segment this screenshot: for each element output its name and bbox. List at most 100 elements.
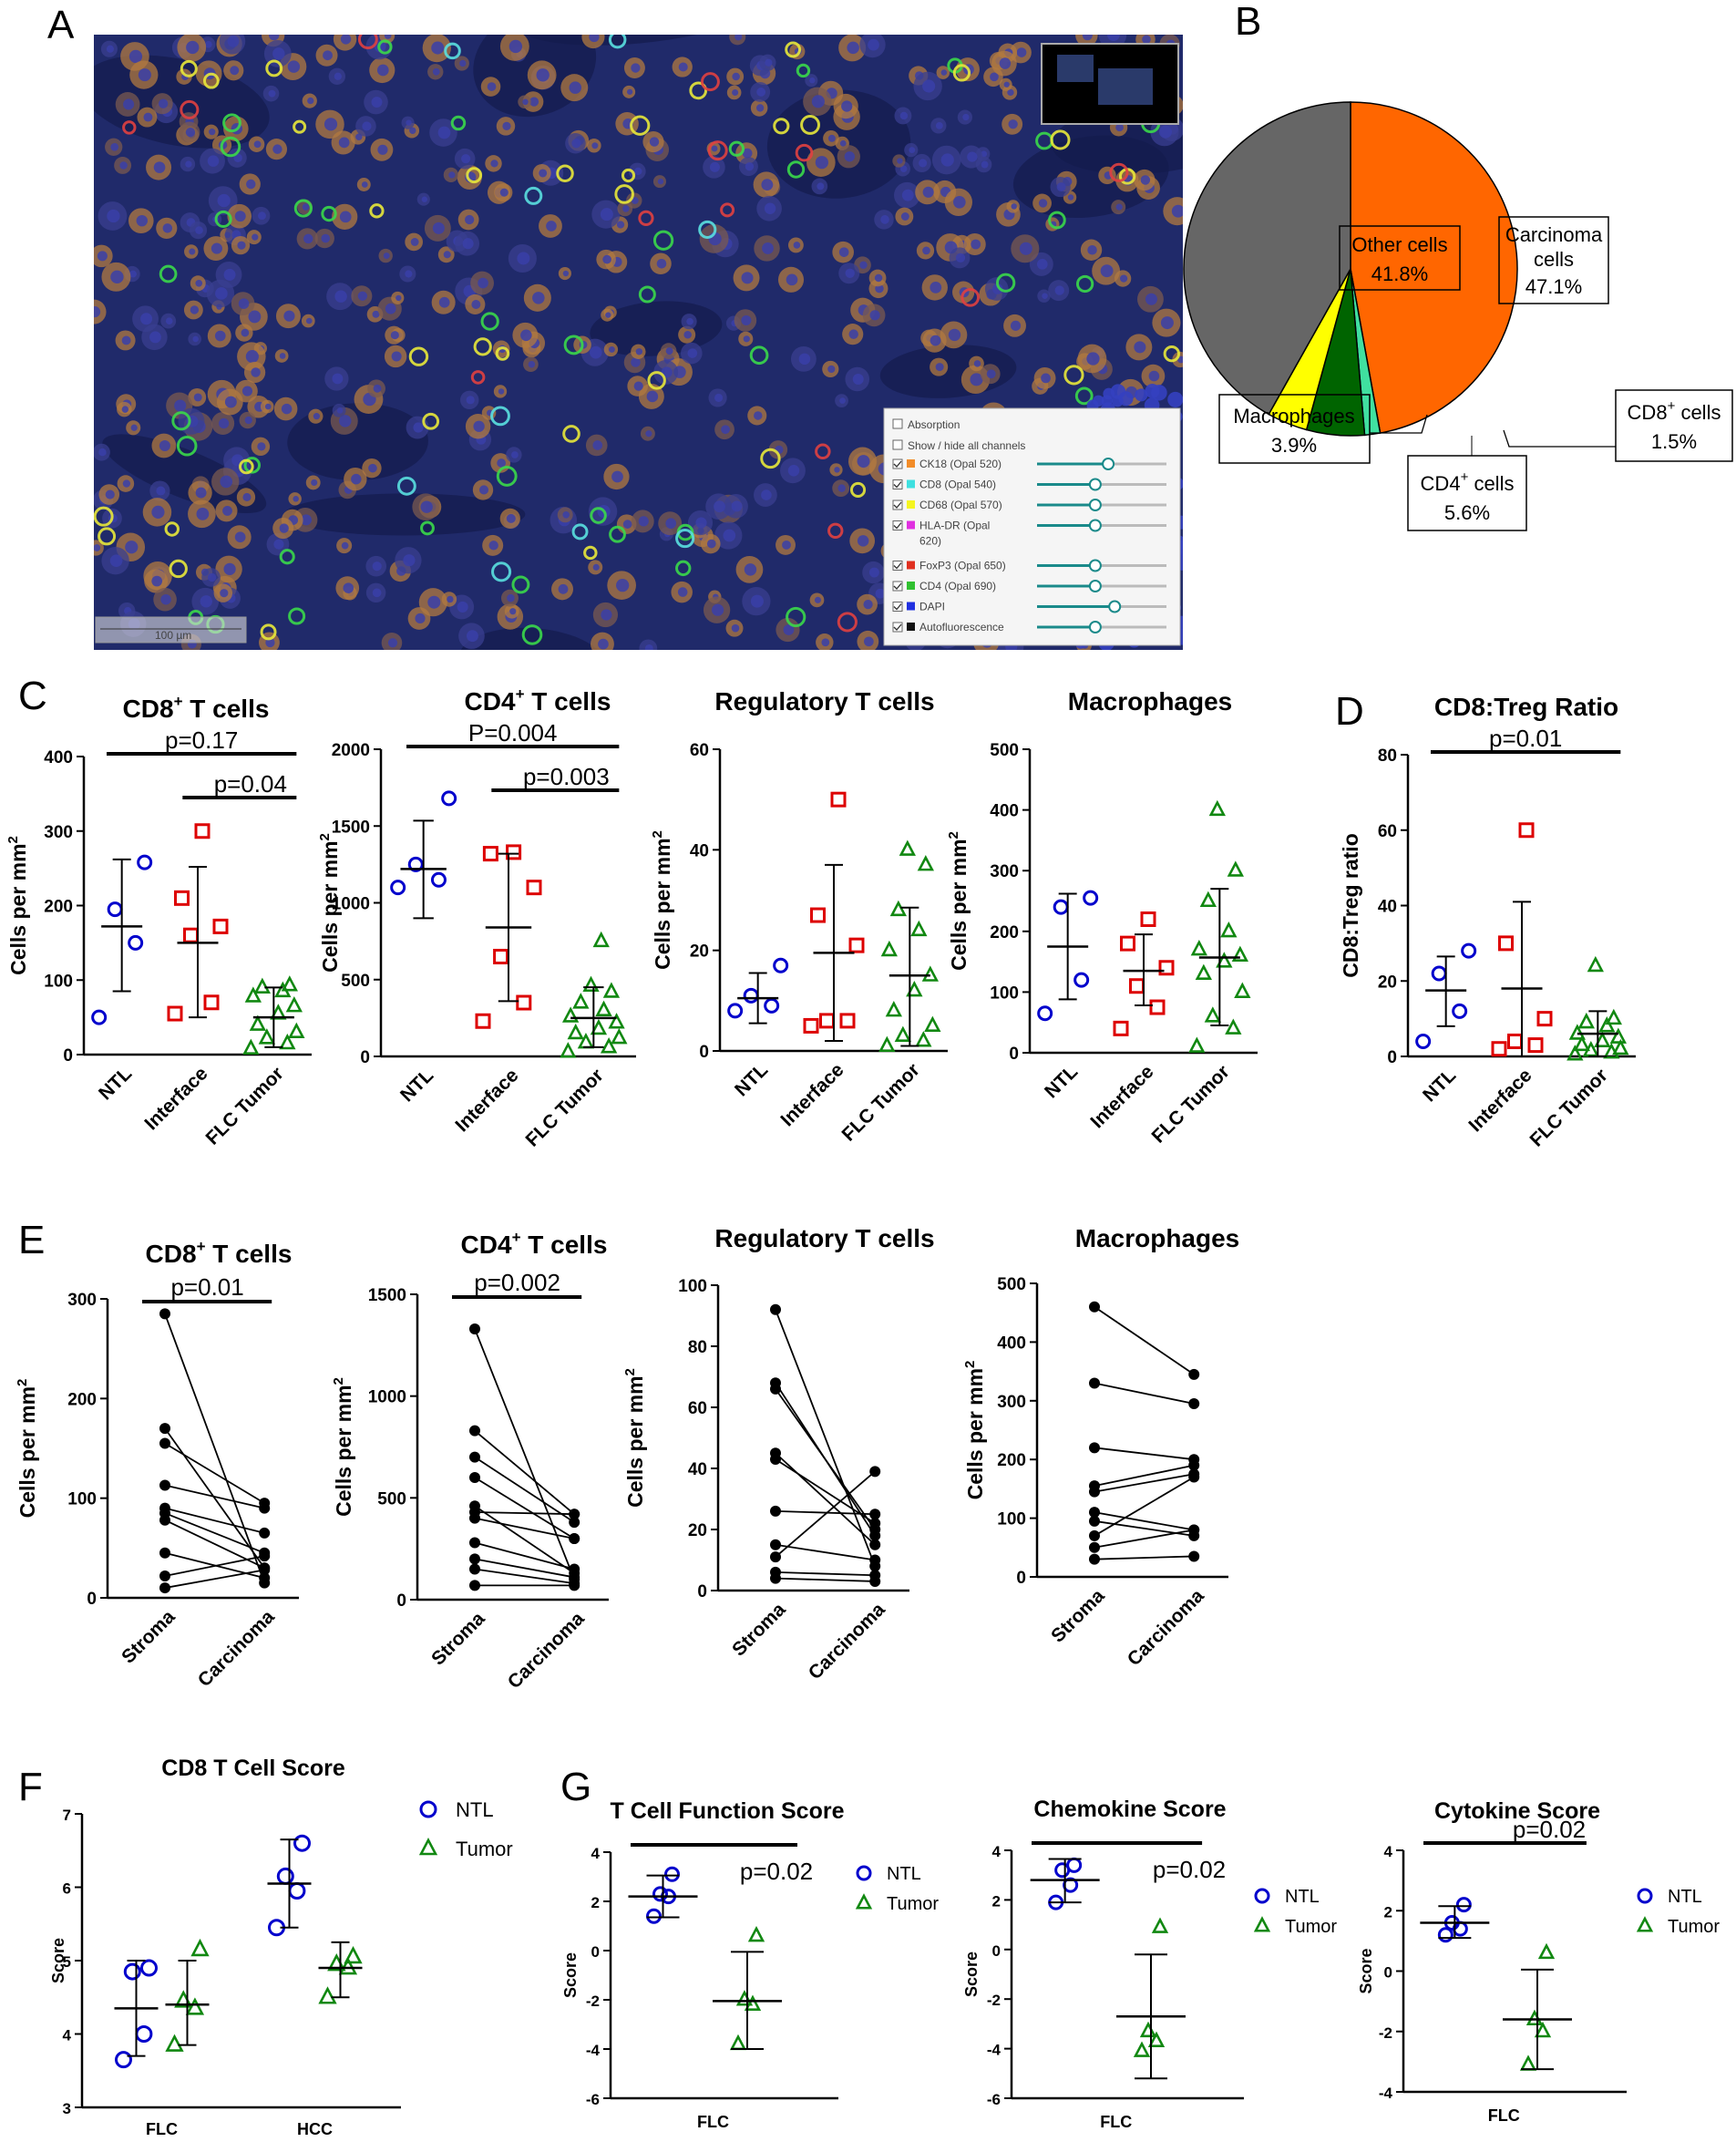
cell-nucleus <box>973 360 981 367</box>
cell-nucleus <box>863 599 873 610</box>
data-point <box>646 1908 662 1924</box>
data-point <box>810 907 826 923</box>
cell-nucleus <box>478 277 488 289</box>
y-axis-label-part: Cells per mm <box>963 1368 987 1499</box>
y-tick-label: 7 <box>63 1807 71 1824</box>
y-axis-label-part: Cells per mm <box>651 838 674 969</box>
channel-slider-handle[interactable] <box>1088 478 1102 491</box>
cell-nucleus <box>122 479 131 488</box>
channel-checkbox[interactable] <box>892 479 903 489</box>
stained-cell <box>122 120 137 135</box>
channel-slider-handle[interactable] <box>1088 559 1102 572</box>
cell-nucleus <box>508 39 523 54</box>
absorption-checkbox[interactable] <box>892 418 903 429</box>
cell-nucleus <box>368 463 377 473</box>
y-tick-label: 0 <box>1387 1048 1397 1067</box>
x-category-label: Stroma <box>1047 1585 1109 1647</box>
cell-nucleus <box>351 473 362 485</box>
scale-bar-box <box>95 616 247 644</box>
cell-nucleus <box>195 279 203 287</box>
channel-slider-handle[interactable] <box>1088 580 1102 592</box>
cell-nucleus <box>734 35 743 41</box>
cell-nucleus <box>165 317 173 324</box>
cell-nucleus <box>754 411 763 420</box>
cell-nucleus <box>731 500 743 512</box>
cell-nucleus <box>1135 388 1148 402</box>
data-point <box>1129 978 1145 994</box>
show-hide-checkbox[interactable] <box>892 439 903 450</box>
stained-cell <box>720 202 735 218</box>
y-axis-label: Cells per mm2 <box>962 1361 987 1500</box>
stained-cell <box>815 443 831 460</box>
p-value-label: P=0.004 <box>468 719 558 747</box>
cell-nucleus <box>687 348 698 358</box>
data-point <box>91 1009 108 1025</box>
panel-label-f: F <box>18 1765 43 1809</box>
cell-nucleus <box>119 161 128 170</box>
legend-label: NTL <box>1668 1887 1702 1907</box>
p-value-label: p=0.04 <box>214 770 287 798</box>
data-point <box>1452 1003 1468 1019</box>
cell-nucleus <box>462 238 474 250</box>
paired-chart-E2: CD4+ T cells Cells per mm2 0 500 1000 1500 Str… <box>331 1229 609 1693</box>
data-point <box>1149 999 1166 1015</box>
y-tick-label: 200 <box>44 898 73 917</box>
cell-nucleus <box>207 155 220 167</box>
cell-nucleus <box>868 567 879 578</box>
channel-slider-handle[interactable] <box>1108 600 1122 613</box>
data-point <box>869 1539 881 1550</box>
channel-checkbox[interactable] <box>892 581 903 592</box>
cell-nucleus <box>1148 370 1160 382</box>
chart-title-part: Macrophages <box>1068 687 1233 716</box>
data-point <box>1507 1033 1523 1049</box>
y-axis-label: Score <box>49 1938 67 1983</box>
cell-nucleus <box>897 158 903 164</box>
channel-checkbox[interactable] <box>892 561 903 571</box>
cell-nucleus <box>631 357 641 367</box>
channel-slider-handle[interactable] <box>1102 458 1115 470</box>
cell-nucleus <box>509 608 517 615</box>
x-category-label: Interface <box>1086 1061 1157 1132</box>
channel-color-swatch <box>907 582 915 590</box>
cell-nucleus <box>209 129 216 136</box>
cell-nucleus <box>246 179 256 190</box>
data-point <box>1527 1037 1544 1054</box>
stained-cell <box>466 167 483 184</box>
data-point <box>526 880 542 896</box>
cell-nucleus <box>502 121 511 130</box>
channel-slider-handle[interactable] <box>1088 621 1102 633</box>
chart-title: T Cell Function Score <box>611 1798 845 1824</box>
cell-nucleus <box>252 233 259 241</box>
channel-slider-handle[interactable] <box>1088 519 1102 532</box>
channel-checkbox[interactable] <box>892 458 903 469</box>
channel-checkbox[interactable] <box>892 602 903 612</box>
data-point <box>878 1035 896 1053</box>
legend-marker <box>1636 1916 1654 1932</box>
data-point <box>516 994 532 1011</box>
cell-nucleus <box>591 142 599 149</box>
channel-slider-handle[interactable] <box>1088 499 1102 511</box>
channel-checkbox[interactable] <box>892 622 903 633</box>
channel-checkbox[interactable] <box>892 499 903 510</box>
stained-cell <box>608 35 627 49</box>
channel-checkbox[interactable] <box>892 520 903 530</box>
cell-nucleus <box>569 81 582 94</box>
cell-nucleus <box>761 489 772 500</box>
cell-nucleus <box>1158 125 1172 139</box>
cell-nucleus <box>852 374 864 385</box>
chart-title: Regulatory T cells <box>714 1224 934 1252</box>
pie-slice <box>1350 101 1518 434</box>
stained-cell <box>837 612 858 633</box>
data-point <box>869 1466 881 1478</box>
data-point <box>344 1945 363 1964</box>
cell-nucleus <box>334 72 342 80</box>
cell-nucleus <box>160 593 171 605</box>
pie-label-cd4-part: CD4 <box>1421 472 1461 495</box>
cell-nucleus <box>192 335 199 343</box>
paired-line <box>1094 1306 1195 1375</box>
stained-cell <box>562 425 580 443</box>
cell-nucleus <box>899 165 908 172</box>
y-tick-label: 0 <box>992 1942 1001 1960</box>
cell-nucleus <box>635 348 643 355</box>
